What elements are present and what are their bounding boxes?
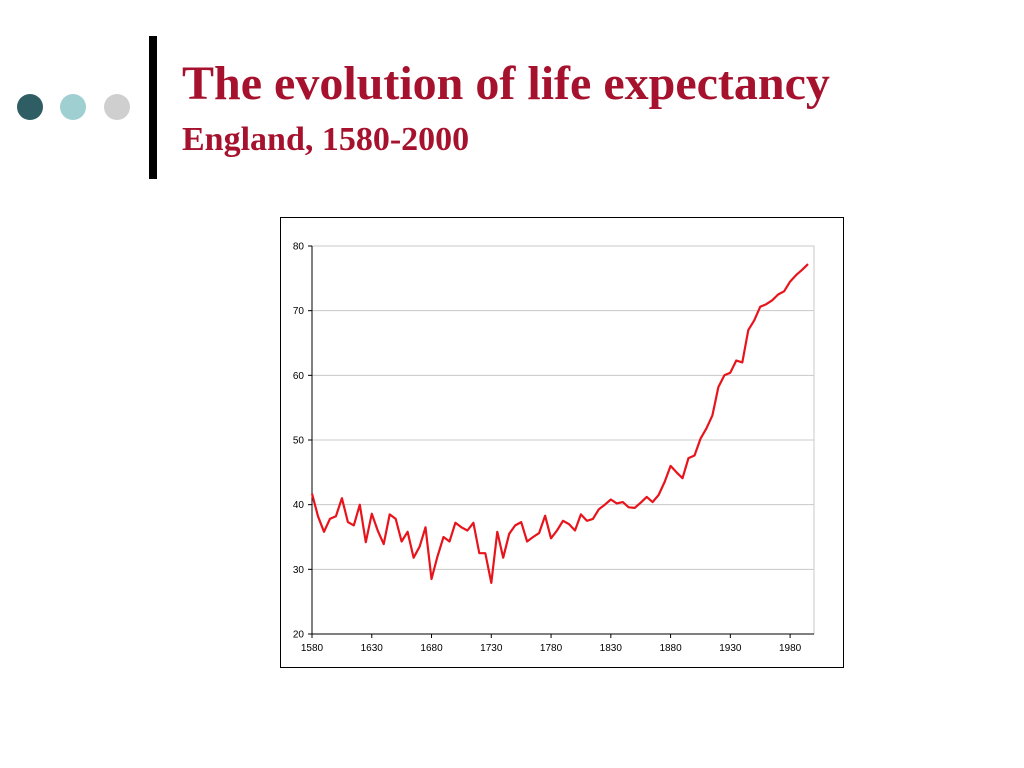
x-tick-label: 1680	[420, 643, 443, 654]
chart-frame: 20 30 40 50 60 70 80 1580 1630 1680 1730 1780 1830 18…	[280, 217, 844, 668]
life-expectancy-chart: 20 30 40 50 60 70 80 1580 1630 1680 1730 1780 1830 18…	[293, 242, 815, 654]
decor-dot-light-teal	[60, 94, 86, 120]
y-tick-label: 30	[293, 565, 305, 576]
decor-dot-gray	[104, 94, 130, 120]
y-tick-label: 20	[293, 630, 305, 641]
y-tick-label: 50	[293, 436, 305, 447]
y-tick-label: 40	[293, 500, 305, 511]
slide-subtitle: England, 1580-2000	[182, 121, 470, 158]
x-tick-label: 1580	[301, 643, 324, 654]
x-tick-label: 1630	[361, 643, 384, 654]
y-tick-label: 70	[293, 306, 305, 317]
title-divider-bar	[149, 36, 157, 179]
y-tick-label: 80	[293, 242, 305, 253]
slide-title: The evolution of life expectancy	[182, 57, 830, 110]
series-line-life-expectancy	[310, 263, 809, 584]
x-tick-label: 1780	[540, 643, 563, 654]
decorative-dots	[0, 0, 150, 200]
y-tick-label: 60	[293, 371, 305, 382]
x-tick-label: 1830	[600, 643, 623, 654]
x-tick-label: 1980	[779, 643, 802, 654]
x-tick-label: 1880	[659, 643, 682, 654]
decor-dot-dark	[17, 94, 43, 120]
x-tick-label: 1730	[480, 643, 503, 654]
x-tick-label: 1930	[719, 643, 742, 654]
